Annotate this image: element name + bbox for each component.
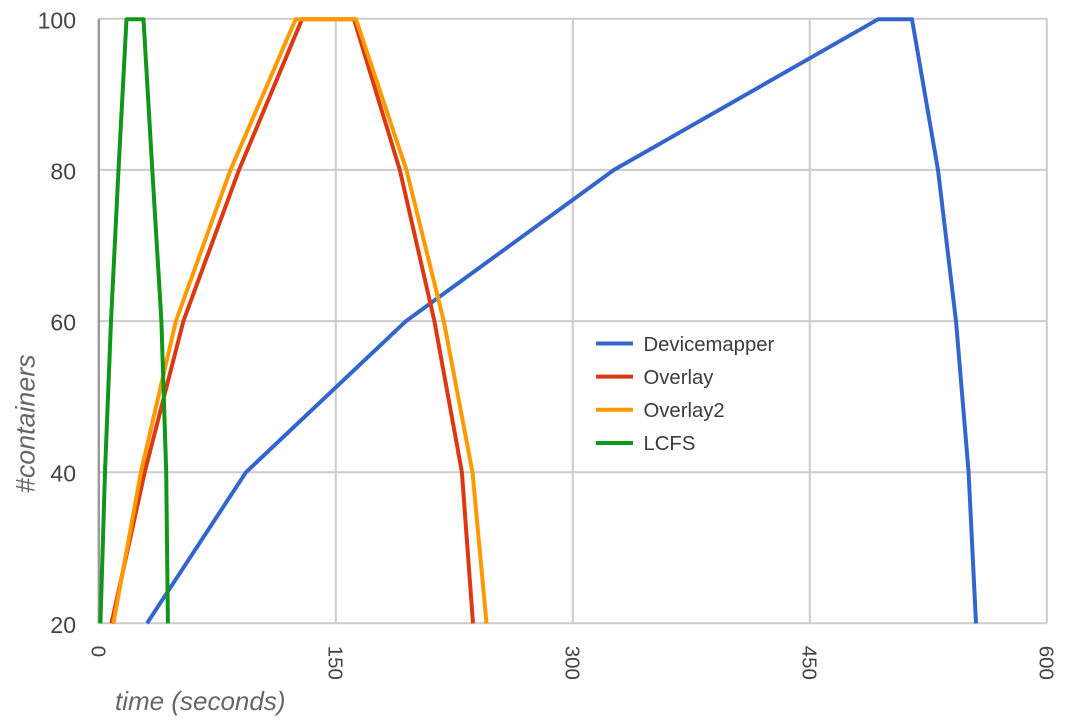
svg-text:80: 80 xyxy=(50,159,76,185)
svg-text:40: 40 xyxy=(50,461,76,487)
svg-text:300: 300 xyxy=(561,646,584,680)
svg-text:150: 150 xyxy=(324,646,347,680)
svg-text:100: 100 xyxy=(38,8,76,34)
svg-text:Overlay: Overlay xyxy=(644,367,715,389)
svg-text:time (seconds): time (seconds) xyxy=(115,686,286,716)
svg-text:0: 0 xyxy=(87,646,110,657)
svg-text:600: 600 xyxy=(1035,646,1058,680)
svg-text:LCFS: LCFS xyxy=(644,433,696,455)
svg-text:Devicemapper: Devicemapper xyxy=(644,334,775,356)
svg-text:#containers: #containers xyxy=(11,354,41,493)
svg-text:60: 60 xyxy=(50,310,76,336)
svg-text:450: 450 xyxy=(798,646,821,680)
svg-text:Overlay2: Overlay2 xyxy=(644,400,725,422)
svg-text:20: 20 xyxy=(50,612,76,638)
